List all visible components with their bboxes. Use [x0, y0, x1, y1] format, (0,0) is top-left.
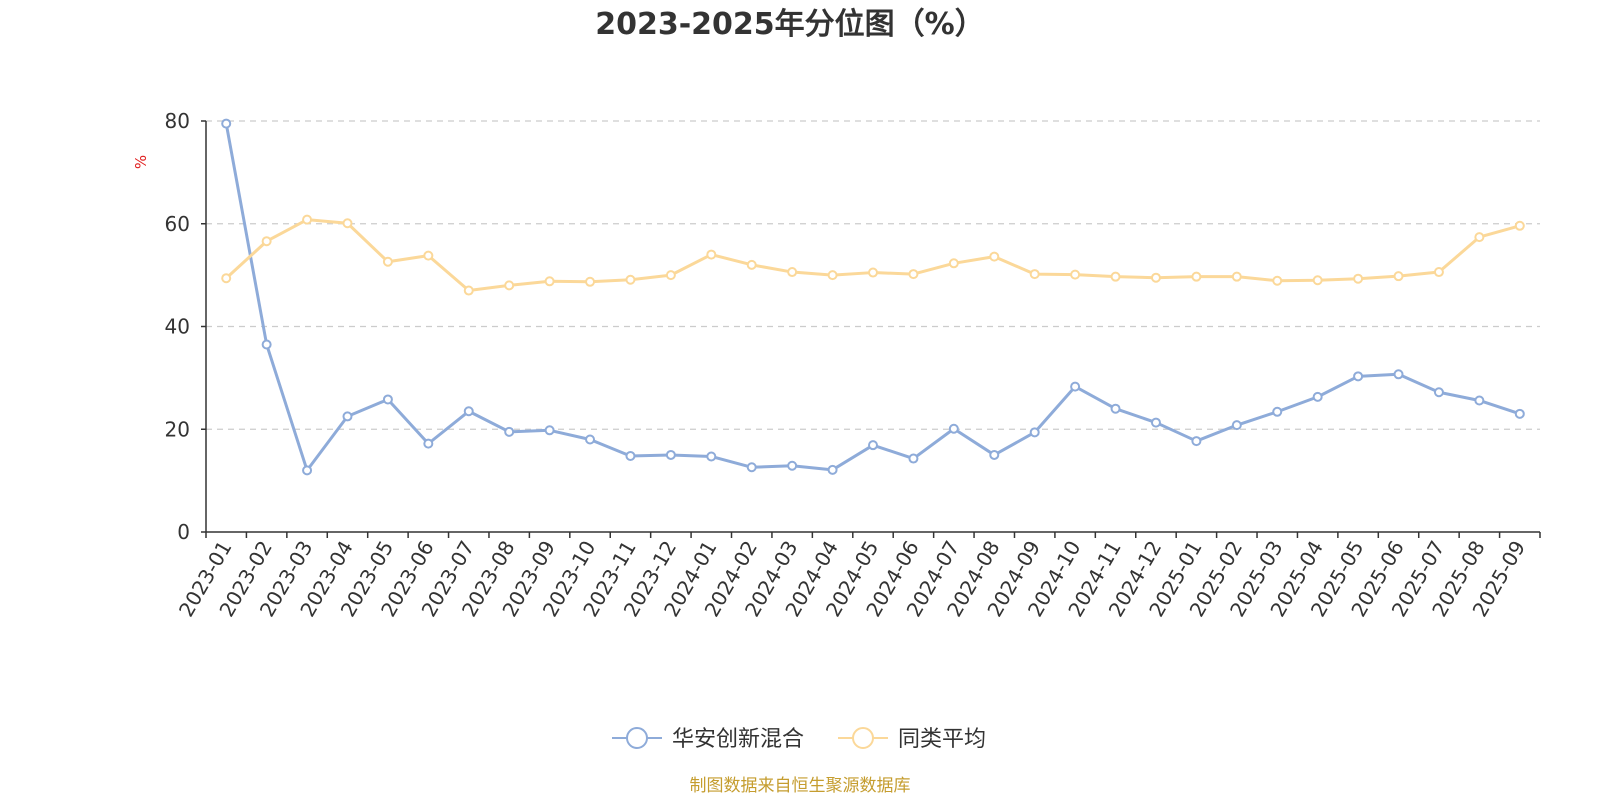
data-point-2024-11 [1110, 403, 1121, 414]
data-point-2025-03 [1272, 275, 1283, 286]
data-point-2025-04 [1312, 275, 1323, 286]
data-point-2024-09 [1029, 427, 1040, 438]
data-point-2024-12 [1150, 272, 1161, 283]
y-tick-label-60: 60 [165, 212, 190, 236]
y-axis-unit-label: % [132, 155, 150, 169]
data-point-2025-03 [1272, 406, 1283, 417]
legend-label-1: 华安创新混合 [672, 727, 804, 752]
data-point-2025-01 [1191, 271, 1202, 282]
data-point-2024-08 [989, 449, 1000, 460]
chart-title: 2023-2025年分位图（%） [595, 7, 985, 42]
data-point-2024-04 [827, 270, 838, 281]
data-point-2025-02 [1231, 420, 1242, 431]
data-point-2023-11 [625, 274, 636, 285]
data-point-2023-09 [544, 425, 555, 436]
data-point-2024-03 [787, 267, 798, 278]
data-point-2023-05 [382, 394, 393, 405]
data-point-2025-09 [1514, 220, 1525, 231]
data-point-2025-08 [1474, 395, 1485, 406]
data-point-2023-11 [625, 450, 636, 461]
data-point-2023-08 [504, 280, 515, 291]
data-point-2024-10 [1070, 381, 1081, 392]
data-point-2024-03 [787, 460, 798, 471]
data-point-2023-03 [302, 214, 313, 225]
series-2 [221, 214, 1525, 296]
data-point-2024-11 [1110, 271, 1121, 282]
data-point-2024-01 [706, 249, 717, 260]
data-point-2024-07 [948, 258, 959, 269]
y-tick-label-20: 20 [165, 417, 190, 441]
data-point-2024-07 [948, 423, 959, 434]
series-1 [221, 118, 1525, 476]
data-point-2023-02 [261, 236, 272, 247]
data-point-2023-08 [504, 426, 515, 437]
y-tick-label-40: 40 [165, 315, 190, 339]
data-point-2024-05 [868, 267, 878, 278]
data-point-2024-04 [827, 464, 838, 475]
data-point-2025-04 [1312, 391, 1323, 402]
series-lines [221, 118, 1525, 476]
data-point-2024-09 [1029, 269, 1040, 280]
x-axis-ticks: 2023-012023-022023-032023-042023-052023-… [174, 532, 1541, 621]
data-point-2023-10 [585, 276, 596, 287]
data-point-2024-08 [989, 251, 1000, 262]
data-point-2024-01 [706, 451, 717, 462]
data-point-2025-09 [1514, 408, 1525, 419]
y-tick-label-0: 0 [177, 520, 190, 544]
data-point-2024-02 [746, 462, 757, 473]
legend-marker-2 [852, 727, 874, 749]
data-point-2024-06 [908, 269, 919, 280]
data-point-2023-01 [221, 273, 232, 284]
data-point-2023-04 [342, 411, 353, 422]
data-point-2023-02 [261, 339, 272, 350]
data-point-2024-02 [746, 259, 757, 270]
data-point-2023-05 [382, 256, 393, 267]
grid-lines [206, 120, 1540, 430]
data-point-2025-01 [1191, 436, 1202, 447]
legend: 华安创新混合 同类平均 [612, 727, 986, 752]
data-point-2025-06 [1393, 271, 1404, 282]
data-point-2025-07 [1433, 267, 1444, 278]
data-point-2024-06 [908, 453, 919, 464]
y-tick-label-80: 80 [165, 109, 190, 133]
data-point-2023-04 [342, 218, 353, 229]
series-line [224, 218, 1522, 293]
data-point-2025-05 [1353, 371, 1364, 382]
data-point-2023-06 [423, 438, 434, 449]
data-point-2025-06 [1393, 369, 1404, 380]
data-point-2023-09 [544, 276, 555, 287]
data-point-2023-07 [463, 406, 474, 417]
legend-marker-1 [626, 727, 648, 749]
series-line [224, 122, 1522, 472]
data-point-2025-05 [1353, 273, 1364, 284]
data-point-2025-02 [1231, 271, 1242, 282]
data-point-2023-12 [665, 449, 676, 460]
legend-label-2: 同类平均 [898, 727, 986, 752]
data-point-2023-03 [302, 465, 313, 476]
data-point-2024-10 [1070, 269, 1081, 280]
data-point-2025-07 [1433, 387, 1444, 398]
data-point-2024-12 [1150, 417, 1161, 428]
data-point-2023-12 [665, 270, 676, 281]
data-point-2023-10 [585, 434, 596, 445]
data-point-2025-08 [1474, 232, 1485, 243]
source-note: 制图数据来自恒生聚源数据库 [690, 776, 911, 796]
data-point-2023-01 [221, 118, 232, 129]
y-axis-ticks: 0 20 40 60 80 [165, 109, 206, 544]
data-point-2023-07 [463, 285, 474, 296]
data-point-2023-06 [423, 250, 434, 261]
data-point-2024-05 [868, 440, 878, 451]
